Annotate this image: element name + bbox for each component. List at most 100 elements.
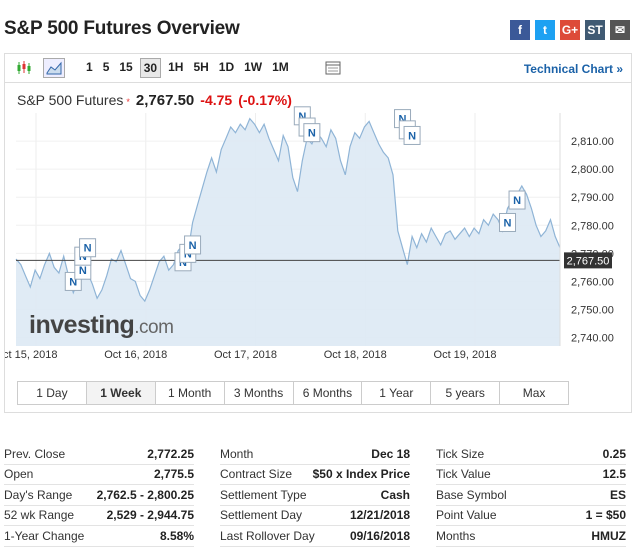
chart-toolbar: 1 5 15 30 1H 5H 1D 1W 1M Technical Chart »	[4, 53, 632, 83]
price-area	[16, 118, 560, 346]
x-tick-label: Oct 18, 2018	[324, 349, 387, 361]
stat-row: 1-Year Change 8.58%	[4, 526, 194, 547]
stat-value: 2,529 - 2,944.75	[106, 508, 194, 523]
timeframe-5h[interactable]: 5H	[193, 60, 209, 74]
stat-row: Tick Value 12.5	[436, 465, 626, 485]
news-marker-label: N	[513, 195, 521, 207]
instrument-name: S&P 500 Futures	[17, 92, 124, 108]
news-marker-label: N	[504, 217, 512, 229]
news-marker	[184, 235, 202, 255]
stat-label: Point Value	[436, 508, 497, 523]
area-chart-icon[interactable]	[43, 58, 65, 78]
timeframe-1[interactable]: 1	[86, 60, 93, 74]
chart-panel: Oct 15, 2018 Oct 16, 2018 Oct 17, 2018 Oct …	[4, 83, 632, 413]
timeframe-1m[interactable]: 1M	[272, 60, 289, 74]
stat-value: ES	[609, 487, 626, 502]
news-marker-label: N	[399, 114, 407, 126]
timeframe-1d[interactable]: 1D	[218, 60, 235, 74]
stat-row: Months HMUZ	[436, 526, 626, 547]
stat-row: Settlement Day 12/21/2018	[220, 506, 410, 526]
stat-row: Day's Range 2,762.5 - 2,800.25	[4, 485, 194, 506]
x-tick-label: Oct 16, 2018	[104, 349, 167, 361]
range-1-month[interactable]: 1 Month	[156, 382, 225, 404]
stat-label: Prev. Close	[4, 446, 66, 461]
y-tick-label: 2,750.00	[571, 305, 614, 317]
stat-label: 1-Year Change	[4, 528, 85, 543]
news-marker-label: N	[84, 243, 92, 255]
stats-column-1: Prev. Close 2,772.25 Open 2,775.5 Day's Rang…	[4, 444, 194, 547]
stat-row: Settlement Type Cash	[220, 485, 410, 506]
stat-label: Last Rollover Day	[220, 528, 315, 543]
range-3-months[interactable]: 3 Months	[225, 382, 294, 404]
y-tick-label: 2,800.00	[571, 164, 614, 176]
candlestick-chart-icon[interactable]	[13, 58, 35, 78]
news-marker-label: N	[69, 276, 77, 288]
stat-label: Contract Size	[220, 467, 293, 482]
news-marker	[403, 125, 421, 145]
twitter-icon[interactable]: t	[535, 20, 555, 40]
stat-label: Tick Value	[436, 467, 491, 482]
stat-row: Last Rollover Day 09/16/2018	[220, 526, 410, 547]
x-tick-label: Oct 17, 2018	[214, 349, 277, 361]
contract-stats: Prev. Close 2,772.25 Open 2,775.5 Day's Rang…	[4, 444, 634, 547]
google-plus-icon[interactable]: G+	[560, 20, 580, 40]
news-marker	[499, 212, 517, 232]
stat-row: Month Dec 18	[220, 444, 410, 465]
range-selector: 1 Day 1 Week 1 Month 3 Months 6 Months 1 Year…	[17, 381, 569, 405]
news-marker-label: N	[408, 130, 416, 142]
range-max[interactable]: Max	[522, 386, 546, 400]
stat-value: 2,775.5	[153, 467, 194, 482]
news-marker-label: N	[189, 240, 197, 252]
delayed-marker: *	[126, 97, 130, 107]
timeframe-15[interactable]: 15	[119, 60, 133, 74]
stat-label: Base Symbol	[436, 487, 507, 502]
price-line	[15, 117, 561, 303]
stats-column-3: Tick Size 0.25 Tick Value 12.5 Base Symbol ES…	[436, 444, 626, 547]
stocktwits-icon[interactable]: ST	[585, 20, 605, 40]
stat-row: Prev. Close 2,772.25	[4, 444, 194, 465]
range-1-week[interactable]: 1 Week	[86, 382, 156, 404]
email-icon[interactable]: ✉	[610, 20, 630, 40]
stats-column-2: Month Dec 18 Contract Size $50 x Index Pric…	[220, 444, 410, 547]
range-1-year[interactable]: 1 Year	[362, 382, 432, 404]
range-1-day[interactable]: 1 Day	[18, 382, 87, 404]
stat-label: Open	[4, 467, 34, 482]
x-tick-label: Oct 19, 2018	[434, 349, 497, 361]
stat-value: 12.5	[602, 467, 626, 482]
y-tick-label: 2,780.00	[571, 220, 614, 232]
stat-value: 0.25	[602, 446, 626, 461]
stat-value: 8.58%	[159, 528, 194, 543]
current-price-label: 2,767.50	[567, 255, 610, 267]
timeframe-1w[interactable]: 1W	[244, 60, 263, 74]
timeframe-30[interactable]: 30	[139, 58, 162, 78]
stat-label: Month	[220, 446, 254, 461]
stat-row: Point Value 1 = $50	[436, 506, 626, 526]
stat-value: 09/16/2018	[349, 528, 410, 543]
range-5-years[interactable]: 5 years	[431, 382, 501, 404]
facebook-icon[interactable]: f	[510, 20, 530, 40]
stat-row: Contract Size $50 x Index Price	[220, 465, 410, 485]
range-6-months[interactable]: 6 Months	[294, 382, 363, 404]
news-marker	[79, 238, 97, 258]
current-price-tag	[564, 252, 612, 269]
stat-row: Tick Size 0.25	[436, 444, 626, 465]
news-marker-label: N	[308, 128, 316, 140]
news-marker-label: N	[79, 265, 87, 277]
price-change-percent: (-0.17%)	[238, 92, 292, 108]
table-view-icon[interactable]	[322, 58, 344, 78]
stat-row: Open 2,775.5	[4, 465, 194, 485]
stat-value: 1 = $50	[585, 508, 626, 523]
stat-label: Settlement Type	[220, 487, 307, 502]
y-tick-label: 2,760.00	[571, 276, 614, 288]
technical-chart-link[interactable]: Technical Chart »	[523, 62, 623, 76]
stat-label: Day's Range	[4, 487, 73, 502]
price-chart[interactable]: Oct 15, 2018 Oct 16, 2018 Oct 17, 2018 Oct …	[5, 83, 631, 413]
stat-row: 52 wk Range 2,529 - 2,944.75	[4, 506, 194, 526]
stat-value: $50 x Index Price	[312, 467, 410, 482]
timeframe-5[interactable]: 5	[102, 60, 110, 74]
timeframe-1h[interactable]: 1H	[168, 60, 184, 74]
y-tick-label: 2,740.00	[571, 333, 614, 345]
page-title: S&P 500 Futures Overview	[4, 18, 240, 39]
stat-row: Base Symbol ES	[436, 485, 626, 506]
y-tick-label: 2,790.00	[571, 192, 614, 204]
